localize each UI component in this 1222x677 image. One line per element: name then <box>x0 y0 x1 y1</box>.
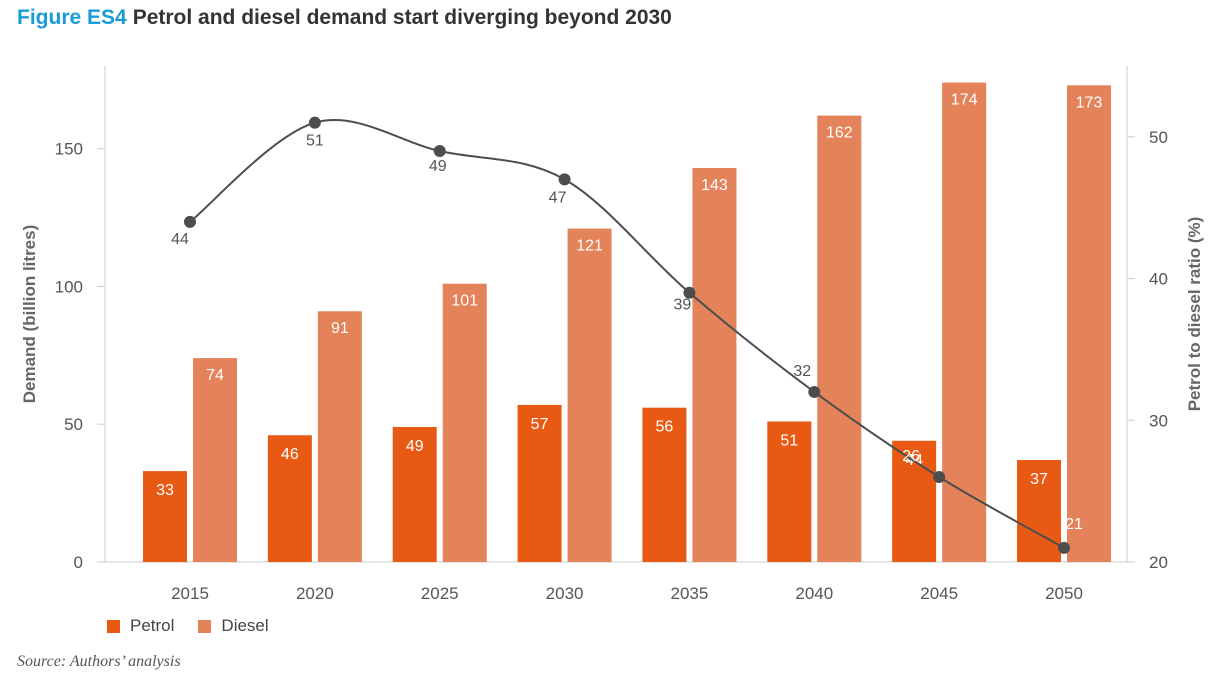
ratio-label-2045: 26 <box>902 448 920 465</box>
bar-diesel-2025 <box>442 283 487 562</box>
legend-label-petrol: Petrol <box>130 616 175 635</box>
bar-label-petrol-2035: 56 <box>656 419 674 436</box>
bar-label-diesel-2050: 173 <box>1076 94 1103 111</box>
ratio-label-2025: 49 <box>429 158 447 175</box>
ratio-line <box>189 119 1065 549</box>
bar-label-petrol-2025: 49 <box>406 438 424 455</box>
bar-diesel-2045 <box>942 82 987 563</box>
bar-diesel-2035 <box>692 167 737 562</box>
x-tick-label-2015: 2015 <box>171 584 209 603</box>
bar-label-diesel-2015: 74 <box>206 367 224 384</box>
legend-label-diesel: Diesel <box>221 616 269 635</box>
ratio-point-2020 <box>308 116 321 129</box>
ratio-label-2040: 32 <box>793 363 811 380</box>
legend: Petrol Diesel <box>107 616 269 636</box>
bar-petrol-2025 <box>392 426 437 562</box>
legend-item-petrol: Petrol <box>107 616 174 636</box>
y-tick-label-1: 50 <box>64 415 83 434</box>
bar-label-petrol-2020: 46 <box>281 446 299 463</box>
ratio-label-2020: 51 <box>306 133 324 150</box>
y2-axis-title: Petrol to diesel ratio (%) <box>1185 217 1204 412</box>
bar-petrol-2050 <box>1017 460 1062 562</box>
x-tick-label-2040: 2040 <box>795 584 833 603</box>
bar-label-diesel-2030: 121 <box>576 238 603 255</box>
y2-tick-label-1: 30 <box>1149 411 1168 430</box>
bar-label-diesel-2020: 91 <box>331 320 349 337</box>
bar-label-diesel-2035: 143 <box>701 177 728 194</box>
ratio-label-2050: 21 <box>1065 516 1083 533</box>
y2-tick-label-3: 50 <box>1149 128 1168 147</box>
bar-petrol-2015 <box>143 471 187 562</box>
bar-label-petrol-2050: 37 <box>1030 471 1048 488</box>
bar-label-petrol-2040: 51 <box>780 432 798 449</box>
figure-title-text: Petrol and diesel demand start diverging… <box>132 6 672 29</box>
x-tick-label-2050: 2050 <box>1045 584 1083 603</box>
bar-label-diesel-2040: 162 <box>826 125 853 142</box>
bar-label-petrol-2015: 33 <box>156 482 174 499</box>
ratio-label-2015: 44 <box>171 231 189 248</box>
bar-petrol-2040 <box>767 421 812 562</box>
bar-label-petrol-2030: 57 <box>531 416 549 433</box>
x-tick-label-2030: 2030 <box>546 584 584 603</box>
x-tick-label-2035: 2035 <box>671 584 709 603</box>
figure-label: Figure ES4 <box>17 6 127 29</box>
bar-petrol-2020 <box>267 435 312 562</box>
source-note: Source: Authors’ analysis <box>17 653 181 670</box>
ratio-point-2050 <box>1058 541 1071 554</box>
x-tick-label-2020: 2020 <box>296 584 334 603</box>
legend-swatch-diesel <box>198 619 212 633</box>
x-tick-label-2045: 2045 <box>920 584 958 603</box>
ratio-label-2030: 47 <box>549 189 567 206</box>
y-tick-label-3: 150 <box>55 140 83 159</box>
bar-label-diesel-2025: 101 <box>451 293 478 310</box>
ratio-point-2015 <box>184 215 196 228</box>
legend-swatch-petrol <box>107 619 120 633</box>
ratio-label-2035: 39 <box>674 297 692 314</box>
y-tick-label-0: 0 <box>74 553 83 572</box>
ratio-point-2040 <box>808 385 821 398</box>
y2-tick-label-2: 40 <box>1149 270 1168 289</box>
y-tick-label-2: 100 <box>55 277 83 296</box>
y2-tick-label-0: 20 <box>1149 553 1168 572</box>
ratio-point-2030 <box>558 173 571 186</box>
ratio-point-2045 <box>933 470 946 483</box>
bar-petrol-2035 <box>642 407 687 562</box>
figure-title: Figure ES4 Petrol and diesel demand start… <box>17 6 672 30</box>
bar-petrol-2030 <box>517 404 562 562</box>
bar-diesel-2050 <box>1067 85 1112 563</box>
ratio-point-2025 <box>433 145 446 158</box>
bar-label-diesel-2045: 174 <box>951 92 978 109</box>
y-axis-title: Demand (billion litres) <box>20 225 39 404</box>
ratio-point-2035 <box>683 286 696 299</box>
legend-item-diesel: Diesel <box>198 616 269 636</box>
bar-diesel-2020 <box>317 311 362 562</box>
bar-diesel-2030 <box>567 228 612 563</box>
x-tick-label-2025: 2025 <box>421 584 459 603</box>
bar-diesel-2040 <box>817 115 862 562</box>
bar-diesel-2015 <box>193 358 237 562</box>
